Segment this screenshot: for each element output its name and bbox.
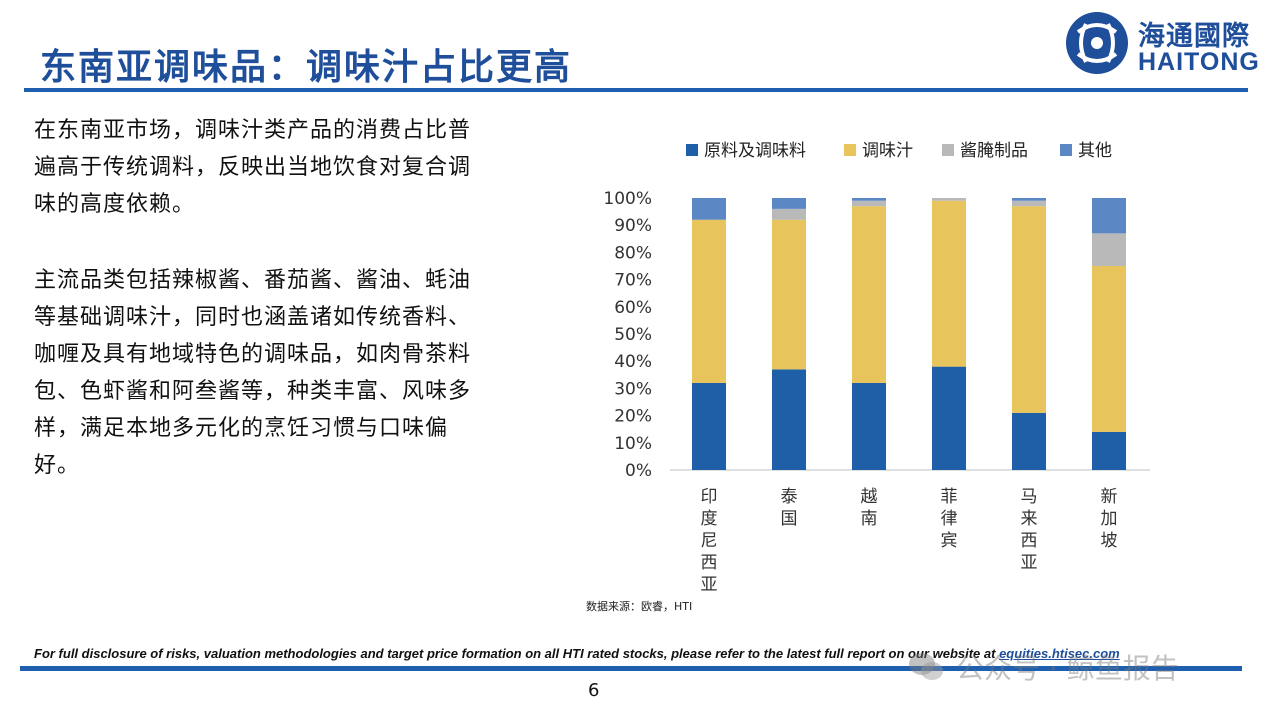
x-tick-label-2: 越南 — [861, 487, 878, 529]
y-tick-label-1: 10% — [614, 434, 652, 454]
disclaimer-text: For full disclosure of risks, valuation … — [34, 646, 1000, 661]
bar-5-series-0 — [1092, 431, 1126, 470]
x-tick-label-4: 马来西亚 — [1021, 487, 1038, 573]
bar-1-series-2 — [772, 208, 806, 220]
bar-1-series-0 — [772, 369, 806, 470]
y-tick-label-4: 40% — [614, 352, 652, 372]
legend-label-3: 其他 — [1078, 141, 1112, 161]
body-paragraph-1: 在东南亚市场，调味汁类产品的消费占比普遍高于传统调料，反映出当地饮食对复合调味的… — [34, 118, 472, 217]
stacked-bar-chart: 原料及调味料 调味汁 酱腌制品 其他 0% 10% 20% 30% 40% 50% 60% 70% 80… — [590, 128, 1190, 598]
bar-1-series-1 — [772, 219, 806, 370]
bar-5-series-3 — [1092, 198, 1126, 234]
y-tick-label-8: 80% — [614, 243, 652, 263]
legend-swatch-1 — [844, 144, 856, 156]
legend-swatch-3 — [1060, 144, 1072, 156]
bar-0-series-1 — [692, 219, 726, 383]
bar-4-series-2 — [1012, 200, 1046, 207]
y-tick-label-5: 50% — [614, 325, 652, 345]
bar-4-series-0 — [1012, 412, 1046, 470]
title-divider — [24, 88, 1248, 92]
bar-2-series-1 — [852, 206, 886, 383]
y-tick-label-3: 30% — [614, 379, 652, 399]
bar-0-series-0 — [692, 382, 726, 470]
x-tick-label-5: 新加坡 — [1101, 487, 1118, 551]
bar-1-series-3 — [772, 198, 806, 209]
legend-label-1: 调味汁 — [862, 141, 913, 161]
disclaimer: For full disclosure of risks, valuation … — [34, 646, 1120, 661]
bar-2-series-2 — [852, 200, 886, 207]
logo-chinese-name: 海通國際 — [1138, 21, 1250, 52]
legend-label-2: 酱腌制品 — [960, 141, 1028, 161]
x-tick-label-3: 菲律宾 — [941, 487, 958, 551]
y-tick-label-7: 70% — [614, 271, 652, 291]
legend-swatch-0 — [686, 144, 698, 156]
bar-3-series-1 — [932, 200, 966, 367]
y-tick-label-9: 90% — [614, 216, 652, 236]
y-tick-label-10: 100% — [603, 189, 652, 209]
bar-4-series-1 — [1012, 206, 1046, 413]
bar-0-series-3 — [692, 198, 726, 220]
x-tick-label-0: 印度尼西亚 — [701, 487, 718, 595]
body-paragraph-2: 主流品类包括辣椒酱、番茄酱、酱油、蚝油等基础调味汁，同时也涵盖诸如传统香料、咖喱… — [34, 268, 472, 478]
legend-label-0: 原料及调味料 — [704, 141, 806, 161]
source-note: 数据来源：欧睿，HTI — [586, 600, 693, 613]
haitong-logo: 海通國際 HAITONG — [1064, 8, 1259, 80]
slide-title: 东南亚调味品：调味汁占比更高 — [40, 46, 573, 88]
wechat-icon — [909, 653, 943, 680]
bar-2-series-3 — [852, 198, 886, 201]
y-tick-label-6: 60% — [614, 298, 652, 318]
footer-divider — [20, 666, 1242, 671]
watermark: 公众号 · 鲸鱼报告 — [906, 644, 1179, 690]
haitong-logo-icon — [1066, 12, 1128, 74]
chart-svg: 原料及调味料 调味汁 酱腌制品 其他 0% 10% 20% 30% 40% 50% 60% 70% 80… — [603, 141, 1150, 595]
y-tick-label-2: 20% — [614, 407, 652, 427]
bar-3-series-0 — [932, 366, 966, 470]
y-tick-label-0: 0% — [625, 461, 652, 481]
bar-3-series-2 — [932, 198, 966, 201]
watermark-text: 公众号 · 鲸鱼报告 — [956, 652, 1179, 685]
page-number: 6 — [588, 680, 600, 701]
bar-2-series-0 — [852, 382, 886, 470]
website-link[interactable]: equities.htisec.com — [999, 646, 1120, 661]
bar-4-series-3 — [1012, 198, 1046, 201]
bar-5-series-1 — [1092, 266, 1126, 432]
x-tick-label-1: 泰国 — [781, 487, 798, 529]
logo-english-name: HAITONG — [1138, 48, 1260, 76]
legend-swatch-2 — [942, 144, 954, 156]
bar-5-series-2 — [1092, 233, 1126, 266]
